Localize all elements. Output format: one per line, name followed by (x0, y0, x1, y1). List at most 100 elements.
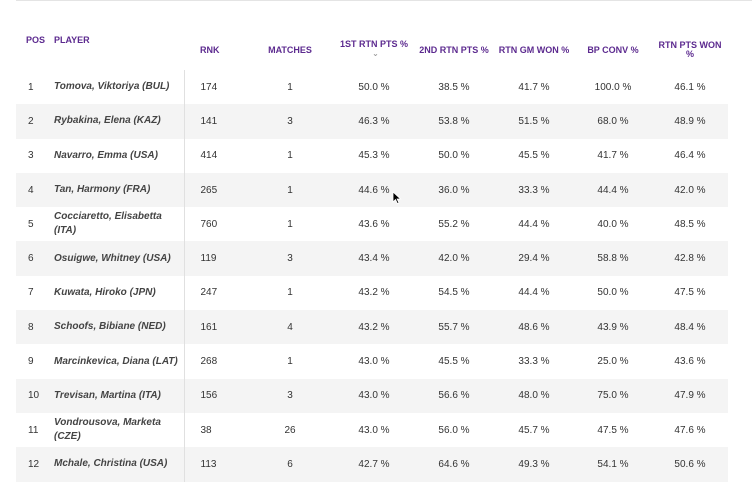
cell-rnk: 161 (200, 321, 218, 333)
cell-matches: 1 (287, 150, 293, 162)
cell-rnk: 174 (200, 81, 218, 93)
cell-2nd-rtn-pts: 56.6 % (438, 390, 470, 402)
cell-pos: 3 (28, 150, 34, 162)
cell-2nd-rtn-pts: 55.2 % (438, 218, 470, 230)
stats-table-container: POS PLAYER RNK MATCHES 1ST RTN PTS %⌄ 2N… (16, 30, 728, 482)
cell-1st-rtn-pts: 44.6 % (358, 184, 390, 196)
cell-bp-conv: 54.1 % (597, 458, 629, 470)
cell-player[interactable]: Osuigwe, Whitney (USA) (50, 241, 185, 276)
table-row: 1 Tomova, Viktoriya (BUL) 174 1 50.0 % 38.5 %… (16, 70, 728, 105)
cell-rtn-pts-won: 46.1 % (674, 81, 706, 93)
cell-rnk: 156 (200, 390, 218, 402)
cell-rnk: 268 (200, 356, 218, 368)
cell-pos: 11 (28, 424, 39, 436)
cell-1st-rtn-pts: 43.0 % (358, 356, 390, 368)
cell-rtn-gm-won: 45.7 % (518, 424, 550, 436)
cell-rtn-gm-won: 33.3 % (518, 356, 550, 368)
cell-bp-conv: 75.0 % (597, 390, 629, 402)
cell-rtn-gm-won: 48.6 % (518, 321, 550, 333)
cell-player[interactable]: Vondrousova, Marketa (CZE) (50, 412, 185, 448)
cell-2nd-rtn-pts: 55.7 % (438, 321, 470, 333)
cell-2nd-rtn-pts: 36.0 % (438, 184, 470, 196)
cell-rtn-gm-won: 29.4 % (518, 253, 550, 265)
cell-rtn-pts-won: 47.6 % (674, 424, 706, 436)
table-row: 5 Cocciaretto, Elisabetta (ITA) 760 1 43.6 %… (16, 207, 728, 242)
cell-2nd-rtn-pts: 53.8 % (438, 115, 470, 127)
cell-matches: 6 (287, 458, 293, 470)
cell-2nd-rtn-pts: 64.6 % (438, 458, 470, 470)
cell-bp-conv: 40.0 % (597, 218, 629, 230)
cell-rtn-pts-won: 47.5 % (674, 287, 706, 299)
header-matches[interactable]: MATCHES (268, 44, 312, 55)
cell-matches: 1 (287, 184, 293, 196)
cell-rtn-pts-won: 42.8 % (674, 253, 706, 265)
cell-pos: 7 (28, 287, 34, 299)
cell-pos: 5 (28, 218, 34, 230)
cell-player[interactable]: Mchale, Christina (USA) (50, 447, 185, 482)
top-divider (16, 0, 752, 1)
table-row: 12 Mchale, Christina (USA) 113 6 42.7 % 64.6 … (16, 447, 728, 482)
mouse-cursor-icon (392, 191, 402, 205)
header-rtn-pts-won[interactable]: RTN PTS WON % (658, 40, 722, 59)
cell-2nd-rtn-pts: 42.0 % (438, 253, 470, 265)
cell-rtn-gm-won: 41.7 % (518, 81, 550, 93)
cell-player[interactable]: Cocciaretto, Elisabetta (ITA) (50, 207, 185, 242)
cell-1st-rtn-pts: 42.7 % (358, 458, 390, 470)
cell-player[interactable]: Kuwata, Hiroko (JPN) (50, 275, 185, 311)
cell-bp-conv: 44.4 % (597, 184, 629, 196)
cell-rtn-pts-won: 50.6 % (674, 458, 706, 470)
cell-pos: 6 (28, 253, 34, 265)
cell-pos: 1 (28, 81, 34, 93)
cell-player[interactable]: Rybakina, Elena (KAZ) (50, 104, 185, 139)
cell-pos: 8 (28, 321, 34, 333)
cell-2nd-rtn-pts: 54.5 % (438, 287, 470, 299)
cell-rnk: 414 (200, 150, 218, 162)
header-rtn-gm-won[interactable]: RTN GM WON % (498, 44, 570, 55)
cell-pos: 2 (28, 115, 34, 127)
table-row: 9 Marcinkevica, Diana (LAT) 268 1 43.0 % 45.5… (16, 344, 728, 379)
cell-rtn-pts-won: 42.0 % (674, 184, 706, 196)
cell-player[interactable]: Trevisan, Martina (ITA) (50, 378, 185, 413)
header-player[interactable]: PLAYER (54, 35, 90, 45)
header-1st-rtn-pts[interactable]: 1ST RTN PTS %⌄ (334, 30, 414, 70)
cell-rnk: 141 (200, 115, 218, 127)
cell-matches: 1 (287, 218, 293, 230)
cell-rtn-gm-won: 44.4 % (518, 218, 550, 230)
cell-rtn-gm-won: 44.4 % (518, 287, 550, 299)
cell-2nd-rtn-pts: 50.0 % (438, 150, 470, 162)
cell-pos: 9 (28, 356, 34, 368)
cell-player[interactable]: Tomova, Viktoriya (BUL) (50, 70, 185, 105)
header-2nd-rtn-pts[interactable]: 2ND RTN PTS % (419, 44, 489, 55)
cell-2nd-rtn-pts: 45.5 % (438, 356, 470, 368)
cell-matches: 1 (287, 81, 293, 93)
cell-rnk: 119 (200, 253, 217, 265)
table-row: 2 Rybakina, Elena (KAZ) 141 3 46.3 % 53.8 % 51… (16, 104, 728, 139)
cell-rtn-pts-won: 48.5 % (674, 218, 706, 230)
cell-player[interactable]: Schoofs, Bibiane (NED) (50, 310, 185, 345)
cell-matches: 26 (284, 424, 296, 436)
cell-rtn-gm-won: 49.3 % (518, 458, 550, 470)
table-row: 6 Osuigwe, Whitney (USA) 119 3 43.4 % 42.0 % 2… (16, 241, 728, 276)
cell-pos: 10 (28, 390, 40, 402)
cell-rtn-pts-won: 48.9 % (674, 115, 706, 127)
cell-matches: 3 (287, 390, 293, 402)
cell-rtn-pts-won: 48.4 % (674, 321, 706, 333)
table-row: 3 Navarro, Emma (USA) 414 1 45.3 % 50.0 % 45.5… (16, 138, 728, 173)
cell-player[interactable]: Tan, Harmony (FRA) (50, 172, 185, 208)
cell-player[interactable]: Marcinkevica, Diana (LAT) (50, 344, 185, 379)
header-pos[interactable]: POS (26, 35, 46, 45)
cell-bp-conv: 68.0 % (597, 115, 629, 127)
cell-player[interactable]: Navarro, Emma (USA) (50, 138, 185, 173)
table-header-row: POS PLAYER RNK MATCHES 1ST RTN PTS %⌄ 2N… (16, 30, 728, 70)
header-bp-conv[interactable]: BP CONV % (587, 44, 639, 55)
return-stats-table: POS PLAYER RNK MATCHES 1ST RTN PTS %⌄ 2N… (16, 30, 728, 482)
cell-matches: 1 (287, 356, 293, 368)
cell-bp-conv: 58.8 % (597, 253, 629, 265)
table-row: 11 Vondrousova, Marketa (CZE) 38 26 43.0 % 56… (16, 412, 728, 448)
chevron-down-icon[interactable]: ⌄ (372, 49, 379, 58)
cell-rtn-gm-won: 33.3 % (518, 184, 550, 196)
cell-matches: 4 (287, 321, 293, 333)
cell-1st-rtn-pts: 43.2 % (358, 321, 390, 333)
cell-1st-rtn-pts: 43.6 % (358, 218, 390, 230)
header-rnk[interactable]: RNK (200, 44, 220, 55)
